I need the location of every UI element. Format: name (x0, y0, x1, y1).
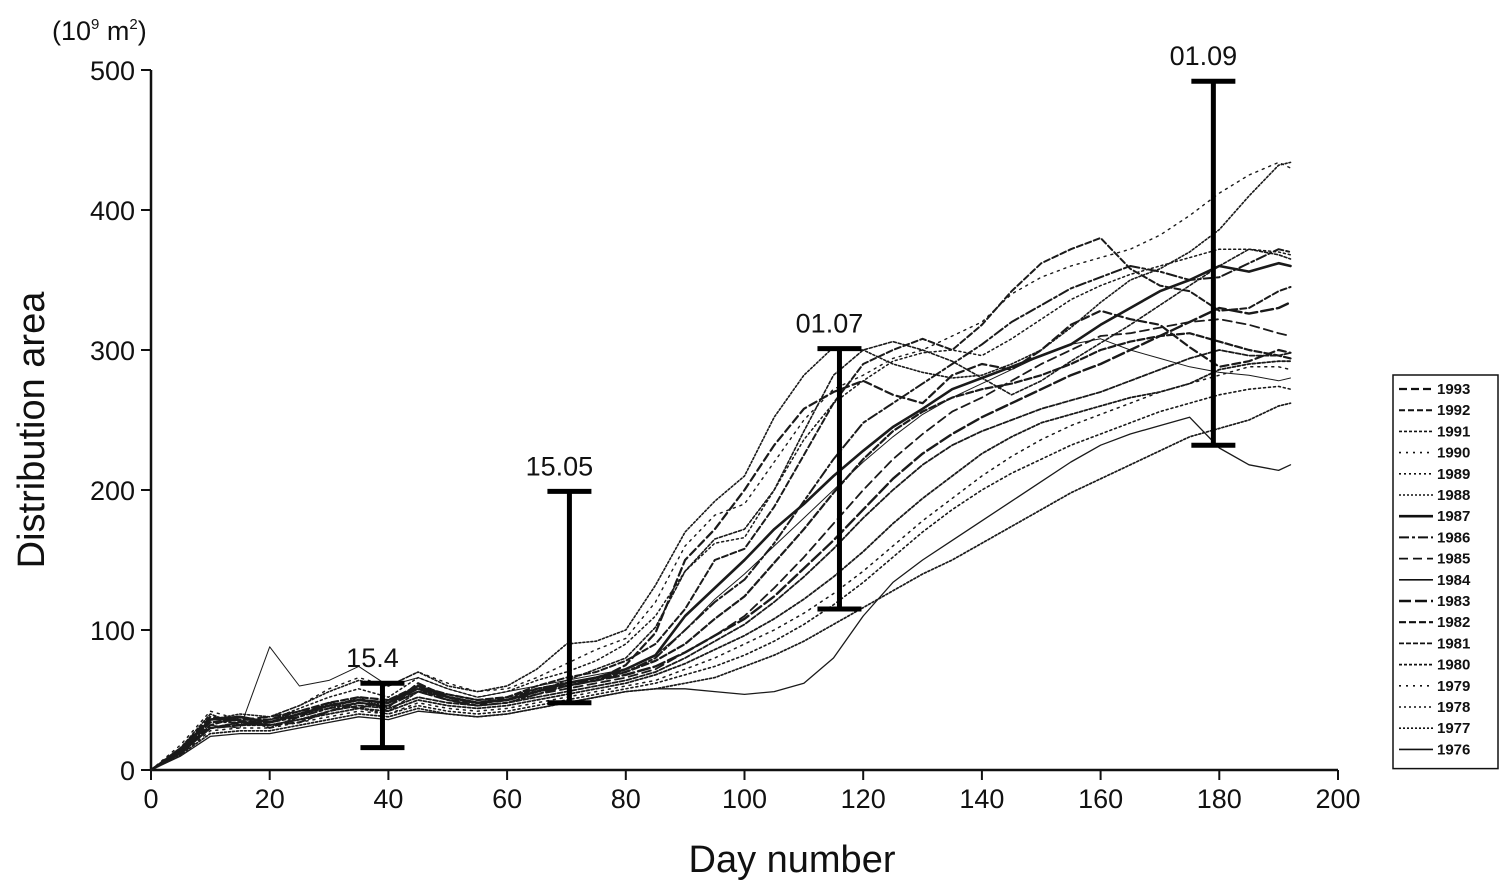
legend-entry-1984: 1984 (1399, 572, 1471, 589)
x-tick-label: 40 (373, 784, 403, 814)
y-tick-label: 100 (90, 616, 135, 646)
x-tick-label: 200 (1315, 784, 1360, 814)
series-line-1989 (150, 248, 1292, 771)
x-tick-label: 60 (492, 784, 522, 814)
series-line-1983 (149, 301, 1292, 772)
legend-label: 1978 (1437, 699, 1470, 716)
x-tick-label: 80 (611, 784, 641, 814)
x-tick-label: 100 (722, 784, 767, 814)
legend-entry-1985: 1985 (1399, 551, 1470, 568)
x-tick-label: 140 (959, 784, 1004, 814)
range-bar-15.05: 15.05 (526, 451, 594, 706)
series-line-1988 (150, 161, 1292, 771)
legend-entry-1983: 1983 (1399, 593, 1470, 610)
legend-label: 1981 (1437, 635, 1470, 652)
series-line-1990 (150, 161, 1292, 771)
y-axis-title: Distribution area (11, 291, 53, 569)
legend-label: 1979 (1437, 678, 1470, 695)
series-line-1992 (150, 237, 1292, 771)
legend-entry-1981: 1981 (1399, 635, 1470, 652)
legend-label: 1982 (1437, 614, 1470, 631)
legend-entry-1988: 1988 (1399, 487, 1470, 504)
x-tick-label: 120 (841, 784, 886, 814)
series-line-1976 (150, 416, 1292, 771)
x-tick-label: 0 (143, 784, 158, 814)
legend-label: 1992 (1437, 402, 1470, 419)
legend-label: 1988 (1437, 487, 1470, 504)
y-tick-label: 500 (90, 56, 135, 86)
legend-entry-1979: 1979 (1399, 678, 1470, 695)
series-line-1979 (150, 366, 1292, 771)
legend-entry-1987: 1987 (1399, 508, 1470, 525)
legend-label: 1989 (1437, 466, 1470, 483)
legend-entry-1989: 1989 (1399, 466, 1470, 483)
series-line-1993 (149, 309, 1292, 772)
legend-label: 1991 (1437, 423, 1470, 440)
legend-label: 1984 (1437, 572, 1471, 589)
legend-label: 1993 (1437, 381, 1470, 398)
series-line-1980 (150, 360, 1292, 771)
legend-entry-1976: 1976 (1399, 741, 1470, 758)
y-tick-label: 200 (90, 476, 135, 506)
series-lines (149, 161, 1292, 772)
series-line-1986 (150, 248, 1292, 771)
legend-label: 1985 (1437, 551, 1470, 568)
legend-label: 1976 (1437, 741, 1470, 758)
legend-entry-1991: 1991 (1399, 423, 1470, 440)
y-tick-label: 300 (90, 336, 135, 366)
y-tick-label: 400 (90, 196, 135, 226)
range-bar-01.07: 01.07 (796, 309, 864, 612)
series-line-1987 (149, 261, 1292, 772)
x-tick-label: 180 (1197, 784, 1242, 814)
annotations: 15.4 15.05 01.07 01.09 (346, 41, 1238, 751)
legend-label: 1990 (1437, 445, 1470, 462)
range-bar-15.4: 15.4 (346, 643, 405, 751)
series-line-1978 (150, 385, 1292, 771)
x-axis-title: Day number (689, 839, 896, 881)
legend-box (1392, 374, 1499, 770)
legend-label: 1977 (1437, 720, 1470, 737)
series-line-1977 (150, 402, 1292, 771)
range-bar-label: 01.07 (796, 309, 864, 339)
legend-label: 1983 (1437, 593, 1470, 610)
series-line-1985 (150, 318, 1292, 771)
x-tick-label: 20 (255, 784, 285, 814)
y-axis-unit: (109 m2) (52, 16, 147, 46)
legend-entry-1982: 1982 (1399, 614, 1470, 631)
axes: 0 20 40 60 80 100 120 140 160 180 200 0 100 200 300 400… (90, 56, 1361, 814)
range-bar-label: 15.05 (526, 451, 594, 481)
legend-entry-1993: 1993 (1399, 381, 1470, 398)
legend-label: 1987 (1437, 508, 1470, 525)
legend-entry-1986: 1986 (1399, 529, 1470, 546)
range-bar-label: 15.4 (346, 643, 399, 673)
x-tick-label: 160 (1078, 784, 1123, 814)
legend-entry-1978: 1978 (1399, 699, 1470, 716)
range-bar-01.09: 01.09 (1170, 41, 1238, 448)
series-line-1984 (150, 338, 1291, 771)
series-line-1982 (149, 332, 1292, 772)
range-bar-label: 01.09 (1170, 41, 1238, 71)
legend-entry-1990: 1990 (1399, 445, 1470, 462)
series-line-1981 (150, 349, 1292, 771)
legend-entry-1980: 1980 (1399, 657, 1470, 674)
legend: 1993 1992 1991 1990 1989 1988 1987 1986 1985 1984… (1392, 374, 1499, 770)
legend-label: 1980 (1437, 657, 1470, 674)
legend-label: 1986 (1437, 529, 1470, 546)
legend-entry-1977: 1977 (1399, 720, 1470, 737)
y-tick-label: 0 (120, 756, 135, 786)
legend-entry-1992: 1992 (1399, 402, 1470, 419)
